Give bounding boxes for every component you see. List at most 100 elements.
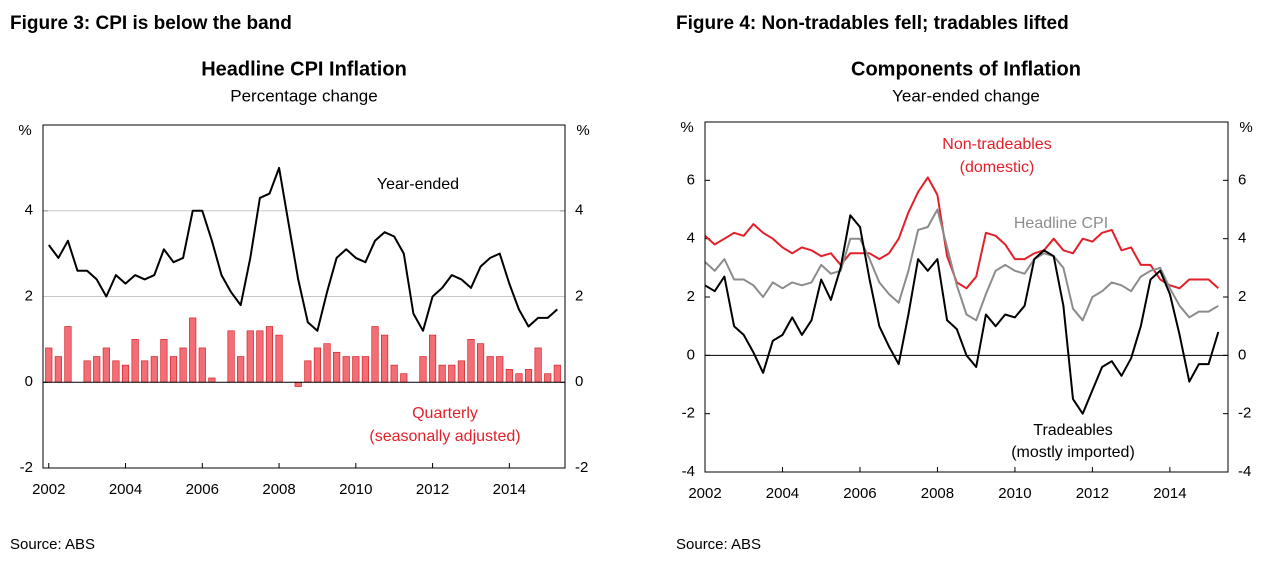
- x-tick-label: 2012: [1076, 485, 1109, 502]
- bar: [304, 360, 312, 383]
- bar: [553, 364, 561, 383]
- bar: [45, 347, 53, 383]
- chart-title: Headline CPI Inflation: [201, 58, 407, 80]
- y-tick-label: 2: [25, 287, 33, 304]
- bar: [275, 334, 283, 383]
- x-tick-label: 2006: [186, 481, 219, 498]
- source: Source: ABS: [676, 536, 761, 553]
- series-label: (seasonally adjusted): [369, 428, 520, 445]
- figure-title: Figure 4: Non-tradables fell; tradables …: [676, 13, 1069, 34]
- y-unit: %: [18, 122, 31, 139]
- series-label: Non-tradeables: [942, 136, 1051, 153]
- bar: [342, 356, 350, 383]
- bar: [323, 343, 331, 383]
- y2-tick-label: 4: [1238, 230, 1246, 247]
- x-tick-label: 2014: [493, 481, 526, 498]
- series-label: (mostly imported): [1011, 444, 1135, 461]
- bar: [160, 339, 168, 383]
- x-tick-label: 2008: [262, 481, 295, 498]
- y-tick-label: -4: [682, 463, 695, 480]
- x-tick-label: 2002: [688, 485, 721, 502]
- y2-tick-label: 2: [575, 287, 583, 304]
- bar: [381, 334, 389, 383]
- x-tick-label: 2002: [32, 481, 65, 498]
- x-tick-label: 2010: [998, 485, 1031, 502]
- bar: [246, 330, 254, 383]
- y-unit: %: [576, 122, 589, 139]
- x-tick-label: 2004: [109, 481, 142, 498]
- bar: [400, 373, 408, 383]
- chart-subtitle: Year-ended change: [892, 86, 1040, 105]
- x-tick-label: 2012: [416, 481, 449, 498]
- bar: [198, 347, 206, 383]
- bar: [237, 356, 245, 383]
- bar: [544, 373, 552, 383]
- bar: [457, 360, 465, 383]
- chart-subtitle: Percentage change: [230, 86, 377, 105]
- y-unit: %: [1239, 119, 1252, 136]
- bar: [448, 364, 456, 383]
- bar: [93, 356, 101, 383]
- bar: [294, 381, 302, 387]
- bar: [64, 326, 72, 383]
- line: [704, 208, 1219, 322]
- y-tick-label: -2: [682, 405, 695, 422]
- bar: [208, 377, 216, 383]
- bar: [121, 364, 130, 383]
- bar: [179, 347, 187, 383]
- line: [704, 214, 1220, 415]
- line: [47, 166, 558, 332]
- bar: [371, 326, 379, 383]
- bar: [438, 364, 446, 383]
- y2-tick-label: 6: [1238, 171, 1246, 188]
- series-label: (domestic): [960, 159, 1035, 176]
- y-tick-label: 6: [687, 171, 695, 188]
- series-label: Headline CPI: [1014, 215, 1108, 232]
- bar: [265, 326, 274, 383]
- bar: [150, 356, 158, 383]
- bar: [476, 343, 485, 383]
- y-tick-label: 2: [687, 288, 695, 305]
- y2-tick-label: -4: [1238, 463, 1251, 480]
- bar: [256, 330, 264, 383]
- bar: [352, 356, 360, 383]
- figure-title: Figure 3: CPI is below the band: [10, 13, 292, 34]
- bar: [419, 356, 427, 383]
- bar: [496, 356, 504, 383]
- x-tick-label: 2010: [339, 481, 372, 498]
- x-tick-label: 2004: [766, 485, 799, 502]
- bar: [169, 356, 178, 383]
- y2-tick-label: 2: [1238, 288, 1246, 305]
- bar: [333, 351, 341, 383]
- bar: [486, 356, 494, 383]
- y2-tick-label: 0: [575, 373, 583, 390]
- bar: [505, 369, 513, 383]
- bar: [131, 339, 139, 383]
- bar: [390, 364, 398, 383]
- plot-frame: [704, 121, 1229, 473]
- bar: [189, 317, 197, 383]
- x-tick-label: 2008: [921, 485, 954, 502]
- y-tick-label: -2: [20, 459, 33, 476]
- y-tick-label: 4: [687, 230, 695, 247]
- x-tick-label: 2014: [1153, 485, 1186, 502]
- y2-tick-label: -2: [1238, 405, 1251, 422]
- series-label: Tradeables: [1033, 422, 1112, 439]
- bar: [524, 369, 533, 383]
- y-tick-label: 0: [25, 373, 33, 390]
- y-tick-label: 0: [687, 346, 695, 363]
- y-unit: %: [680, 119, 693, 136]
- bar: [361, 356, 369, 383]
- bar: [429, 334, 437, 383]
- bar: [313, 347, 321, 383]
- line: [704, 176, 1219, 290]
- x-tick-label: 2006: [843, 485, 876, 502]
- y2-tick-label: 0: [1238, 346, 1246, 363]
- bar: [102, 347, 110, 383]
- source: Source: ABS: [10, 536, 95, 553]
- bar: [112, 360, 120, 383]
- y2-tick-label: -2: [575, 459, 588, 476]
- bar: [515, 373, 523, 383]
- y-tick-label: 4: [25, 202, 33, 219]
